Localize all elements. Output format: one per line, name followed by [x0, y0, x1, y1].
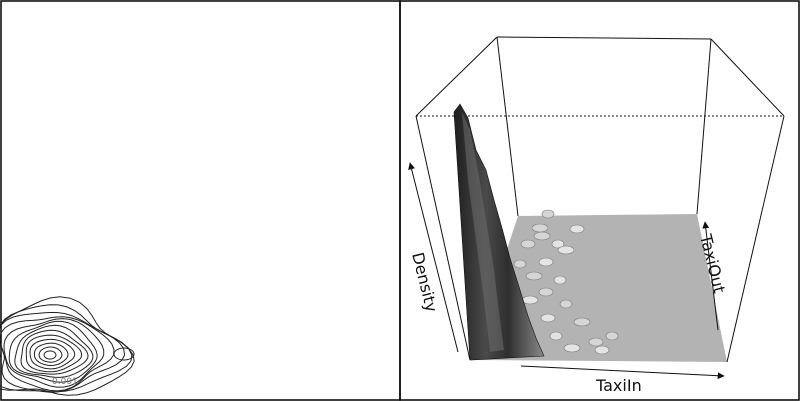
surface-bump: [549, 331, 563, 341]
contour-label: 0.001: [52, 377, 78, 387]
surface-bump: [588, 337, 604, 347]
contour-line: [0, 304, 133, 393]
box-back-top: [496, 36, 712, 40]
contour-line: [25, 334, 83, 373]
box-top-right: [710, 38, 785, 117]
contour-line: [113, 347, 135, 361]
surface-bump: [569, 224, 585, 234]
surface-panel: Density TaxiIn TaxiOut: [399, 0, 800, 401]
box-front-right: [726, 115, 785, 363]
surface-bump: [525, 271, 543, 281]
surface-ridge-highlight: [462, 112, 504, 352]
surface-bump: [521, 295, 539, 305]
contour-line: [20, 329, 89, 375]
surface-bump: [563, 343, 581, 353]
surface-bump: [551, 239, 565, 249]
box-top-front: [415, 36, 498, 117]
contour-line: [3, 318, 105, 388]
contour-line: [0, 296, 135, 396]
axis-label-density: Density: [408, 250, 441, 314]
surface-bump: [559, 299, 573, 309]
surface-bump: [531, 223, 549, 233]
contour-panel-border: [0, 0, 401, 401]
box-front-left: [415, 115, 471, 361]
contour-line: [38, 346, 63, 363]
contour-line: [14, 324, 94, 378]
surface-bump: [557, 245, 575, 255]
surface-base: [470, 214, 727, 362]
surface-bump: [540, 313, 556, 323]
contour-line: [8, 320, 98, 383]
surface-panel-border: [399, 0, 800, 401]
axis-arrow-taxiin: [520, 365, 725, 380]
surface-bump: [553, 275, 567, 285]
surface-bumps: [513, 209, 619, 355]
surface-bump: [605, 331, 619, 341]
contour-line: [0, 316, 115, 392]
surface-bump: [533, 231, 551, 241]
contour-line: [33, 342, 69, 366]
surface-bump: [573, 317, 591, 327]
axis-arrow-density: [408, 162, 459, 353]
surface-bump: [538, 287, 554, 297]
axis-arrow-taxiout: [702, 221, 719, 331]
axis-label-taxiin: TaxiIn: [595, 376, 642, 395]
surface-bump: [520, 239, 536, 249]
surface-bump: [594, 345, 610, 355]
surface-bump: [538, 257, 554, 267]
contour-lines: [0, 296, 135, 396]
box-back-right: [696, 38, 712, 215]
box-back-left: [496, 36, 519, 217]
contour-line: [43, 350, 57, 360]
surface-bump: [513, 259, 527, 269]
contour-line: [29, 338, 76, 370]
contour-panel: 0.001: [0, 0, 401, 401]
surface-bump: [541, 209, 555, 219]
